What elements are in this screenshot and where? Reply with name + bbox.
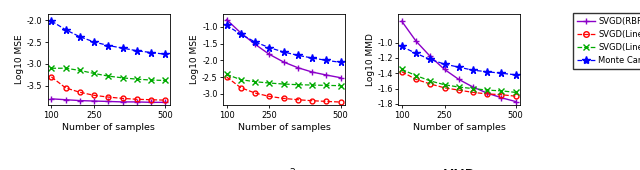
X-axis label: Number of samples: Number of samples — [413, 123, 506, 132]
X-axis label: Number of samples: Number of samples — [62, 123, 156, 132]
Y-axis label: Log10 MSE: Log10 MSE — [15, 35, 24, 84]
Legend: SVGD(RBF), SVGD(Linear+Random), SVGD(Linear), Monte Carlo: SVGD(RBF), SVGD(Linear+Random), SVGD(Lin… — [573, 13, 640, 69]
Y-axis label: Log10 MSE: Log10 MSE — [190, 35, 199, 84]
Text: MMD: MMD — [443, 168, 476, 170]
Text: $\mathbb{E}(x)$: $\mathbb{E}(x)$ — [95, 168, 123, 170]
Y-axis label: Log10 MMD: Log10 MMD — [365, 33, 374, 86]
X-axis label: Number of samples: Number of samples — [237, 123, 330, 132]
Text: $\mathbb{E}(x^2)$: $\mathbb{E}(x^2)$ — [267, 168, 301, 170]
